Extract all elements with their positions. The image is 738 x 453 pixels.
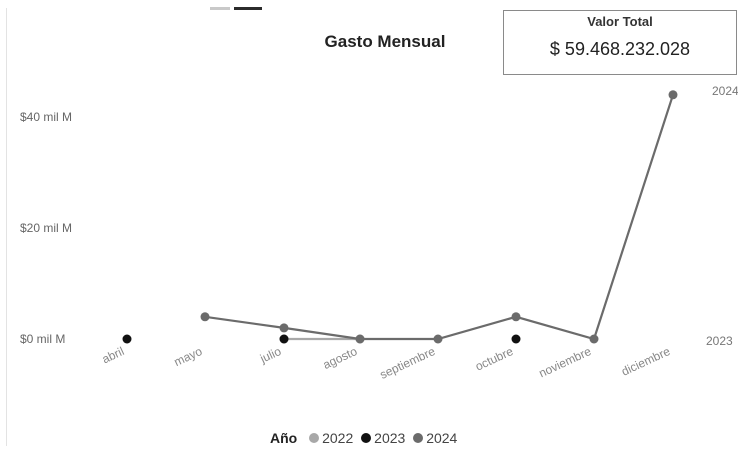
kpi-card[interactable]: Valor Total $ 59.468.232.028: [503, 10, 737, 75]
x-tick-label: octubre: [473, 344, 515, 374]
legend-dot-2024: [413, 433, 424, 444]
legend-item-2022[interactable]: 2022: [309, 430, 353, 446]
data-point-2023: [279, 334, 289, 344]
chart-title: Gasto Mensual: [324, 32, 446, 51]
x-tick-label: mayo: [172, 344, 205, 369]
kpi-value: $ 59.468.232.028: [549, 39, 691, 59]
right-label: 2023: [706, 334, 733, 348]
legend-label-2022: 2022: [322, 430, 354, 446]
y-tick-label: $40 mil M: [20, 110, 72, 124]
top-strip-decoration: [210, 6, 262, 10]
x-tick-label: julio: [257, 344, 283, 366]
kpi-label: Valor Total: [587, 14, 653, 29]
data-point-2024: [433, 334, 443, 344]
y-tick-label: $20 mil M: [20, 221, 72, 235]
data-point-2024: [511, 312, 521, 322]
data-point-2024: [668, 90, 678, 100]
legend-label-2024: 2024: [426, 430, 458, 446]
legend-item-2024[interactable]: 2024: [413, 430, 457, 446]
x-tick-label: septiembre: [378, 344, 438, 382]
x-tick-label: agosto: [321, 344, 360, 372]
data-point-2024: [589, 334, 599, 344]
series-line-2024: [204, 94, 675, 341]
legend-label-2023: 2023: [374, 430, 406, 446]
data-point-2023: [122, 334, 132, 344]
legend: Año 2022 2023 2024: [270, 430, 461, 446]
chart-card: [6, 8, 733, 446]
legend-title: Año: [270, 430, 298, 446]
right-label: 2024: [712, 84, 738, 98]
data-point-2024: [355, 334, 365, 344]
legend-dot-2023: [361, 433, 372, 444]
x-tick-label: abril: [100, 344, 126, 366]
x-tick-label: diciembre: [619, 344, 672, 379]
data-point-2024: [279, 323, 289, 333]
y-tick-label: $0 mil M: [20, 332, 65, 346]
legend-item-2023[interactable]: 2023: [361, 430, 405, 446]
legend-dot-2022: [309, 433, 320, 444]
data-point-2024: [200, 312, 210, 322]
data-point-2023: [511, 334, 521, 344]
x-tick-label: noviembre: [537, 344, 594, 381]
